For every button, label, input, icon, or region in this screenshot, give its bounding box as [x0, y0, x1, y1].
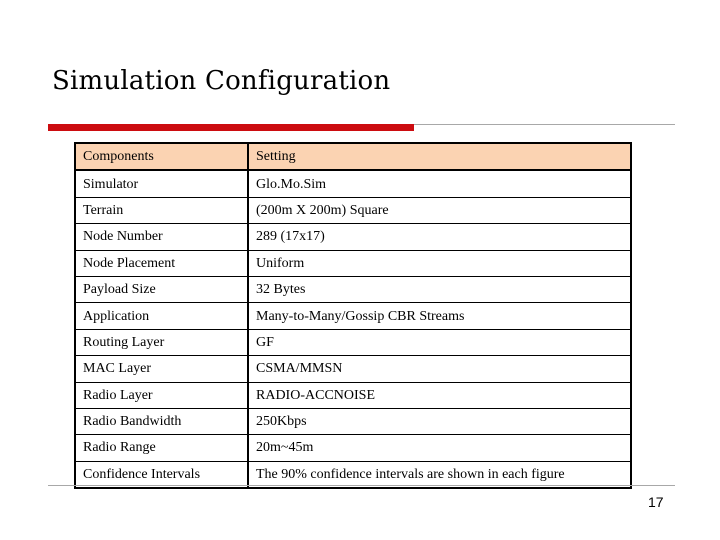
title-divider-line — [414, 124, 675, 125]
setting-cell: RADIO-ACCNOISE — [247, 381, 632, 409]
setting-cell: 250Kbps — [247, 407, 632, 436]
component-cell: Payload Size — [74, 275, 249, 304]
table-row: Terrain (200m X 200m) Square — [74, 196, 632, 225]
setting-cell: Many-to-Many/Gossip CBR Streams — [247, 302, 632, 330]
header-setting: Setting — [247, 142, 632, 172]
table-row: Application Many-to-Many/Gossip CBR Stre… — [74, 302, 632, 330]
component-cell: Routing Layer — [74, 328, 249, 357]
component-cell: Simulator — [74, 169, 249, 198]
component-cell: Radio Bandwidth — [74, 407, 249, 436]
table-row: Routing Layer GF — [74, 328, 632, 357]
component-cell: Node Number — [74, 223, 249, 251]
setting-cell: CSMA/MMSN — [247, 355, 632, 383]
table-row: MAC Layer CSMA/MMSN — [74, 355, 632, 383]
table-row: Radio Bandwidth 250Kbps — [74, 407, 632, 436]
component-cell: Application — [74, 302, 249, 330]
header-components: Components — [74, 142, 249, 172]
setting-cell: (200m X 200m) Square — [247, 196, 632, 225]
setting-cell: The 90% confidence intervals are shown i… — [247, 460, 632, 489]
table-row: Payload Size 32 Bytes — [74, 275, 632, 304]
table-row: Confidence Intervals The 90% confidence … — [74, 460, 632, 489]
component-cell: MAC Layer — [74, 355, 249, 383]
setting-cell: 20m~45m — [247, 434, 632, 462]
component-cell: Radio Layer — [74, 381, 249, 409]
table-header-row: Components Setting — [74, 142, 632, 172]
page-number: 17 — [648, 494, 664, 510]
footer-divider-line — [48, 485, 675, 486]
component-cell: Confidence Intervals — [74, 460, 249, 489]
table-row: Radio Range 20m~45m — [74, 434, 632, 462]
setting-cell: Glo.Mo.Sim — [247, 169, 632, 198]
component-cell: Node Placement — [74, 249, 249, 277]
configuration-table: Components Setting Simulator Glo.Mo.Sim … — [74, 142, 632, 490]
component-cell: Radio Range — [74, 434, 249, 462]
component-cell: Terrain — [74, 196, 249, 225]
slide-title: Simulation Configuration — [52, 66, 391, 96]
setting-cell: GF — [247, 328, 632, 357]
table-row: Radio Layer RADIO-ACCNOISE — [74, 381, 632, 409]
setting-cell: Uniform — [247, 249, 632, 277]
table-row: Simulator Glo.Mo.Sim — [74, 169, 632, 198]
setting-cell: 289 (17x17) — [247, 223, 632, 251]
setting-cell: 32 Bytes — [247, 275, 632, 304]
table-row: Node Number 289 (17x17) — [74, 223, 632, 251]
table-row: Node Placement Uniform — [74, 249, 632, 277]
title-accent-bar — [48, 124, 414, 131]
